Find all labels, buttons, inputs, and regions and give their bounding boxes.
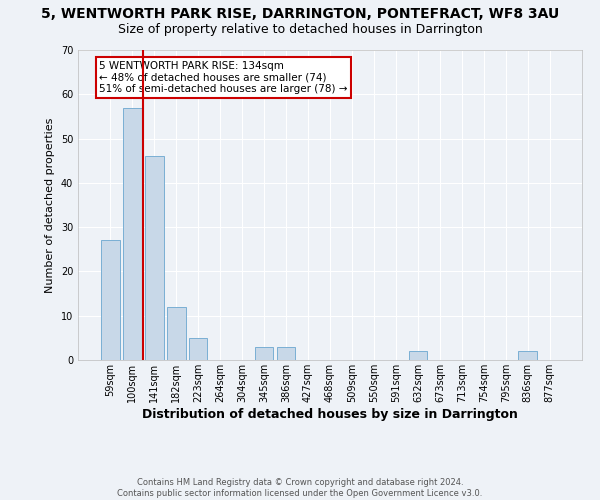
Bar [277, 346, 295, 360]
Bar [101, 240, 119, 360]
Bar [409, 351, 427, 360]
Bar [189, 338, 208, 360]
Text: 5 WENTWORTH PARK RISE: 134sqm
← 48% of detached houses are smaller (74)
51% of s: 5 WENTWORTH PARK RISE: 134sqm ← 48% of d… [99, 61, 348, 94]
Text: 5, WENTWORTH PARK RISE, DARRINGTON, PONTEFRACT, WF8 3AU: 5, WENTWORTH PARK RISE, DARRINGTON, PONT… [41, 8, 559, 22]
Text: Size of property relative to detached houses in Darrington: Size of property relative to detached ho… [118, 22, 482, 36]
Bar [123, 108, 142, 360]
X-axis label: Distribution of detached houses by size in Darrington: Distribution of detached houses by size … [142, 408, 518, 420]
Y-axis label: Number of detached properties: Number of detached properties [45, 118, 55, 292]
Text: Contains HM Land Registry data © Crown copyright and database right 2024.
Contai: Contains HM Land Registry data © Crown c… [118, 478, 482, 498]
Bar [518, 351, 537, 360]
Bar [167, 307, 185, 360]
Bar [145, 156, 164, 360]
Bar [255, 346, 274, 360]
